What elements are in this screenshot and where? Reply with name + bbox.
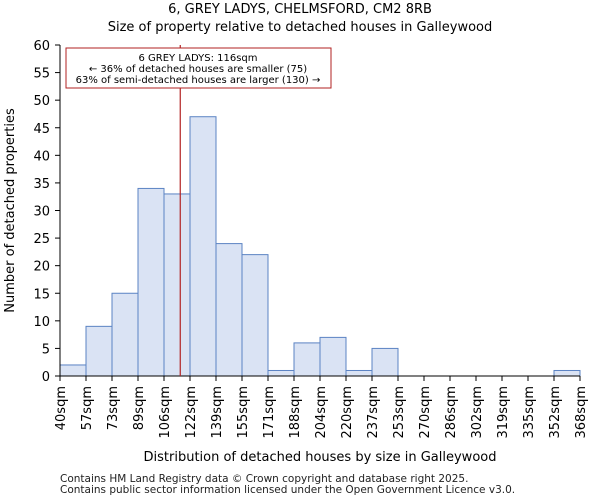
- y-tick-label: 0: [42, 370, 50, 385]
- bar: [371, 347, 399, 377]
- x-tick-label: 204sqm: [314, 386, 329, 439]
- x-tick-label: 73sqm: [106, 386, 121, 430]
- x-tick-label: 171sqm: [262, 386, 277, 439]
- x-tick-label: 335sqm: [522, 386, 537, 439]
- y-tick-label: 20: [33, 260, 50, 275]
- y-tick-label: 15: [33, 287, 50, 302]
- bar: [59, 364, 87, 377]
- y-tick-label: 60: [33, 39, 50, 54]
- annotation-line-2: ← 36% of detached houses are smaller (75…: [89, 64, 307, 75]
- bar: [85, 325, 113, 377]
- x-axis-label: Distribution of detached houses by size …: [144, 450, 497, 465]
- bar: [319, 336, 347, 377]
- bar: [553, 369, 581, 377]
- y-tick-label: 25: [33, 232, 50, 247]
- bar: [189, 116, 217, 377]
- x-tick-label: 188sqm: [288, 386, 303, 439]
- x-tick-label: 89sqm: [132, 386, 147, 430]
- footer-line-2: Contains public sector information licen…: [60, 484, 516, 496]
- x-tick-label: 40sqm: [54, 386, 69, 430]
- x-tick-label: 139sqm: [210, 386, 225, 439]
- bar: [111, 292, 139, 377]
- y-tick-label: 10: [33, 315, 50, 330]
- x-tick-label: 106sqm: [158, 386, 173, 439]
- x-tick-label: 352sqm: [548, 386, 563, 439]
- x-tick-label: 368sqm: [574, 386, 589, 439]
- annotation-line-1: 6 GREY LADYS: 116sqm: [138, 53, 257, 64]
- y-tick-label: 35: [33, 177, 50, 192]
- x-tick-label: 253sqm: [392, 386, 407, 439]
- y-axis-label: Number of detached properties: [3, 108, 18, 313]
- footer-line-1: Contains HM Land Registry data © Crown c…: [60, 473, 469, 485]
- x-tick-label: 122sqm: [184, 386, 199, 439]
- x-tick-label: 220sqm: [340, 386, 355, 439]
- y-tick-label: 50: [33, 94, 50, 109]
- x-tick-label: 302sqm: [470, 386, 485, 439]
- bar: [163, 193, 191, 377]
- bar: [241, 254, 269, 377]
- y-tick-label: 5: [42, 342, 50, 357]
- bar: [137, 187, 165, 377]
- chart-subtitle: Size of property relative to detached ho…: [107, 20, 493, 35]
- bar: [267, 369, 295, 377]
- x-tick-label: 270sqm: [418, 386, 433, 439]
- chart-title: 6, GREY LADYS, CHELMSFORD, CM2 8RB: [168, 2, 432, 17]
- y-tick-label: 30: [33, 205, 50, 220]
- annotation-box: [65, 47, 332, 89]
- bar: [345, 369, 373, 377]
- x-tick-label: 155sqm: [236, 386, 251, 439]
- y-tick-label: 45: [33, 122, 50, 137]
- x-tick-label: 237sqm: [366, 386, 381, 439]
- y-tick-label: 55: [33, 67, 50, 82]
- bar: [293, 342, 321, 377]
- x-tick-label: 57sqm: [80, 386, 95, 430]
- x-tick-label: 319sqm: [496, 386, 511, 439]
- bar: [215, 243, 243, 377]
- y-tick-label: 40: [33, 149, 50, 164]
- annotation-line-3: 63% of semi-detached houses are larger (…: [76, 75, 321, 86]
- x-tick-label: 286sqm: [444, 386, 459, 439]
